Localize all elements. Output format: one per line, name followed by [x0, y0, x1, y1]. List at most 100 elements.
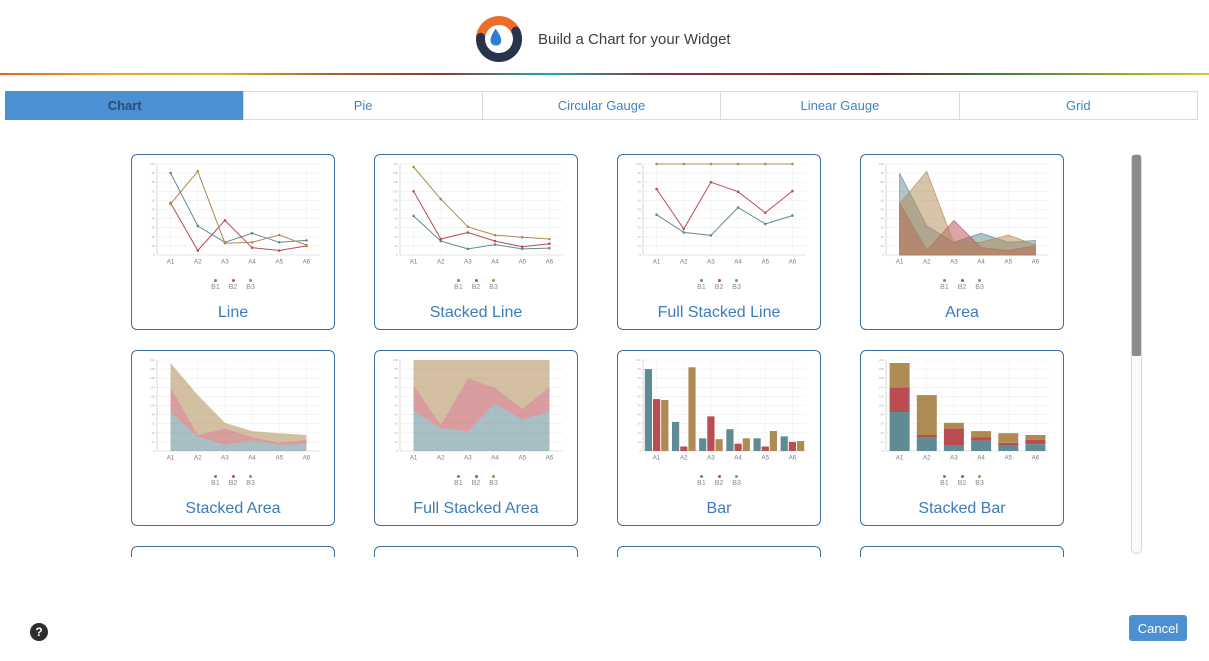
svg-text:A5: A5: [1004, 455, 1012, 462]
legend-item: B2: [228, 279, 238, 291]
chart-tile-stacked-bar[interactable]: 0 21 42 63 84 105 126 147 168 189 210 A1 A2 A3 A4 A5 A6 B…: [860, 350, 1064, 526]
svg-text:0: 0: [396, 449, 398, 453]
tab-pie[interactable]: Pie: [243, 91, 483, 120]
svg-text:40: 40: [152, 217, 156, 221]
svg-text:30: 30: [395, 422, 399, 426]
chart-tile-title: Bar: [706, 500, 732, 517]
svg-text:A2: A2: [923, 259, 931, 266]
legend-item: B2: [229, 475, 237, 487]
legend-dot-icon: [249, 279, 253, 282]
legend-label: B3: [489, 480, 498, 487]
svg-text:A2: A2: [437, 455, 445, 462]
chart-tile-partial[interactable]: [617, 546, 821, 557]
legend-label: B2: [957, 284, 967, 291]
svg-text:126: 126: [879, 394, 884, 398]
svg-text:A3: A3: [707, 455, 715, 462]
tab-chart[interactable]: Chart: [5, 91, 245, 120]
chart-tile-line[interactable]: 0 10 20 30 40 50 60 70 80 90 100 A1 A2 A3 A4 A5 A6 B1 B2 B3…: [131, 154, 335, 330]
svg-text:0: 0: [153, 449, 155, 453]
legend-dot-icon: [456, 475, 460, 478]
chart-legend: B1 B2 B3: [454, 475, 498, 487]
tab-linear-gauge[interactable]: Linear Gauge: [720, 91, 960, 120]
chart-tile-partial[interactable]: [131, 546, 335, 557]
svg-text:50: 50: [638, 404, 642, 408]
tab-grid[interactable]: Grid: [958, 91, 1199, 120]
chart-tile-partial[interactable]: [374, 546, 578, 557]
chart-tile-title: Stacked Bar: [918, 500, 1006, 517]
chart-tile-full-stacked-line[interactable]: 0 10 20 30 40 50 60 70 80 90 100 A1 A2 A3 A4 A5 A6 B1 B2 B3…: [617, 154, 821, 330]
app-logo: [476, 16, 523, 62]
chart-tile-title: Full Stacked Area: [413, 500, 539, 517]
legend-dot-icon: [978, 279, 982, 282]
svg-text:60: 60: [881, 198, 885, 202]
svg-text:90: 90: [152, 171, 156, 175]
legend-label: B1: [697, 284, 706, 291]
svg-text:40: 40: [881, 217, 885, 221]
help-icon[interactable]: ?: [30, 623, 48, 641]
chart-tile-full-stacked-area[interactable]: 0 10 20 30 40 50 60 70 80 90 100 A1 A2 A3 A4 A5 A6 B1 B2 B3…: [374, 350, 578, 526]
legend-dot-icon: [249, 475, 253, 478]
legend-label: B1: [940, 480, 949, 487]
svg-text:63: 63: [881, 422, 885, 426]
chart-legend: B1 B2 B3: [940, 475, 984, 487]
tab-circular-gauge[interactable]: Circular Gauge: [481, 91, 722, 120]
chart-tile-title: Stacked Area: [185, 500, 281, 517]
svg-text:60: 60: [638, 198, 642, 202]
cancel-button[interactable]: Cancel: [1129, 615, 1187, 641]
svg-text:A3: A3: [464, 455, 472, 462]
svg-text:A1: A1: [410, 259, 418, 266]
svg-text:A3: A3: [950, 259, 958, 266]
legend-dot-icon: [942, 279, 946, 282]
svg-text:100: 100: [879, 162, 884, 166]
chart-tile-bar[interactable]: 0 10 20 30 40 50 60 70 80 90 100 A1 A2 A3 A4 A5 A6 B1 B2 B3…: [617, 350, 821, 526]
legend-label: B2: [471, 480, 481, 487]
chart-tile-stacked-area[interactable]: 0 21 42 63 84 105 126 147 168 189 210 A1 A2 A3 A4 A5 A6 B…: [131, 350, 335, 526]
scrollbar[interactable]: [1131, 154, 1142, 554]
svg-text:42: 42: [881, 431, 885, 435]
svg-text:20: 20: [395, 431, 399, 435]
svg-text:A2: A2: [680, 259, 688, 266]
legend-item: B3: [975, 475, 984, 487]
svg-text:A6: A6: [303, 259, 311, 266]
svg-text:60: 60: [152, 198, 156, 202]
chart-tile-area[interactable]: 0 10 20 30 40 50 60 70 80 90 100 A1 A2 A3 A4 A5 A6 B1 B2 B3…: [860, 154, 1064, 330]
svg-text:40: 40: [638, 217, 642, 221]
chart-type-scroll-area: 0 10 20 30 40 50 60 70 80 90 100 A1 A2 A3 A4 A5 A6 B1 B2 B3…: [0, 130, 1209, 557]
svg-text:A5: A5: [1004, 259, 1012, 266]
legend-dot-icon: [960, 279, 964, 282]
svg-text:189: 189: [393, 171, 398, 175]
svg-text:10: 10: [152, 244, 156, 248]
svg-text:210: 210: [393, 162, 398, 166]
legend-item: B1: [697, 475, 706, 487]
legend-dot-icon: [231, 279, 235, 282]
svg-text:A6: A6: [303, 455, 311, 462]
svg-text:A4: A4: [977, 259, 985, 266]
svg-text:50: 50: [395, 404, 399, 408]
legend-dot-icon: [717, 279, 721, 282]
svg-text:0: 0: [882, 253, 884, 257]
legend-item: B2: [957, 279, 967, 291]
chart-tile-partial[interactable]: [860, 546, 1064, 557]
legend-label: B2: [714, 480, 724, 487]
legend-item: B2: [471, 475, 481, 487]
svg-text:126: 126: [393, 198, 398, 202]
svg-text:A4: A4: [977, 455, 985, 462]
legend-label: B2: [228, 284, 238, 291]
svg-text:A3: A3: [464, 259, 472, 266]
chart-tile-title: Line: [217, 304, 249, 321]
svg-text:A5: A5: [518, 455, 526, 462]
svg-text:210: 210: [150, 358, 155, 362]
legend-item: B1: [454, 279, 463, 291]
svg-text:189: 189: [879, 367, 884, 371]
svg-text:A5: A5: [518, 259, 526, 266]
legend-item: B3: [489, 279, 498, 291]
svg-text:63: 63: [152, 422, 156, 426]
legend-dot-icon: [213, 279, 217, 282]
legend-dot-icon: [960, 475, 964, 478]
svg-text:189: 189: [150, 367, 155, 371]
scrollbar-thumb[interactable]: [1132, 155, 1141, 356]
legend-item: B1: [940, 279, 949, 291]
svg-text:10: 10: [395, 440, 399, 444]
chart-tile-stacked-line[interactable]: 0 21 42 63 84 105 126 147 168 189 210 A1 A2 A3 A4 A5 A6 B…: [374, 154, 578, 330]
legend-dot-icon: [735, 475, 739, 478]
